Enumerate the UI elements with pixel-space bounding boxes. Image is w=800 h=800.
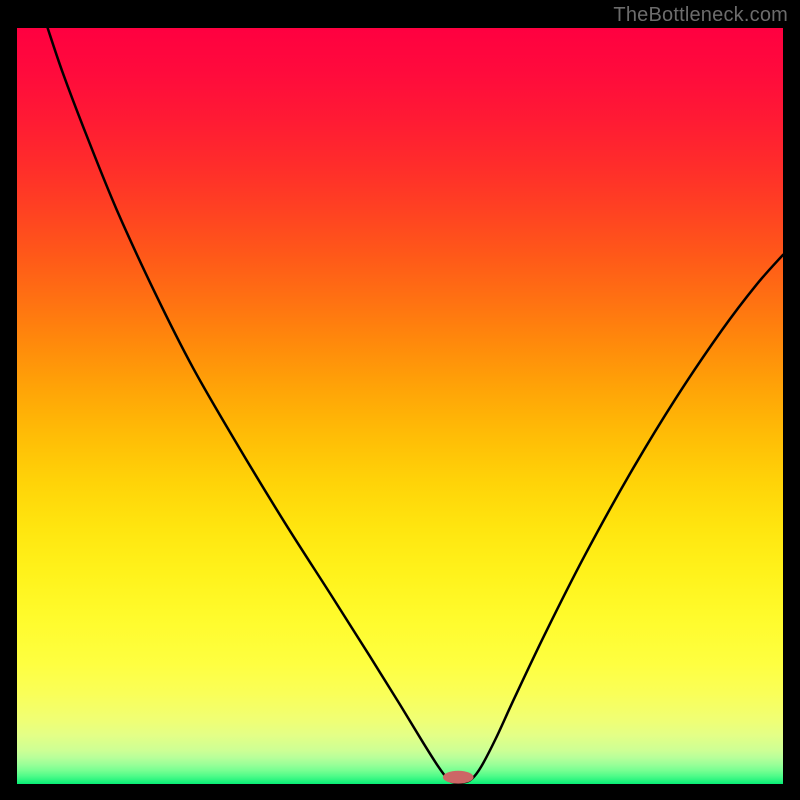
- plot-background: [17, 28, 783, 784]
- chart-frame: TheBottleneck.com: [0, 0, 800, 800]
- optimal-point-marker: [443, 771, 474, 784]
- bottleneck-chart: [0, 0, 800, 800]
